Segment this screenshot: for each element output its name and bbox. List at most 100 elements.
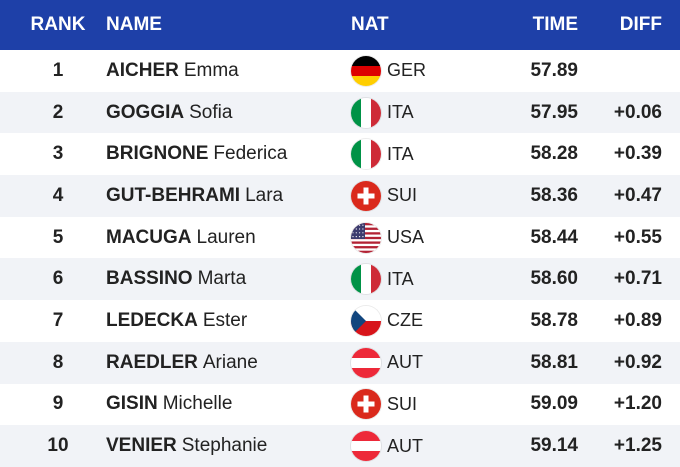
table-row[interactable]: 5 MACUGA Lauren USA 58.44 +0.55: [0, 217, 680, 259]
table-row[interactable]: 7 LEDECKA Ester CZE 58.78 +0.89: [0, 300, 680, 342]
athlete-given-name: Lara: [245, 184, 284, 206]
table-body: 1 AICHER Emma GER 57.89 2 GOGGIA Sofia ITA 57.95 +…: [0, 50, 680, 467]
nation-cell: USA: [351, 222, 491, 253]
athlete-surname: RAEDLER: [106, 351, 198, 373]
rank-cell: 3: [52, 143, 64, 165]
athlete-name[interactable]: GOGGIA Sofia: [106, 102, 351, 124]
nation-code: AUT: [387, 435, 423, 456]
athlete-surname: BASSINO: [106, 268, 193, 290]
athlete-name[interactable]: VENIER Stephanie: [106, 435, 351, 457]
diff-cell: +1.20: [613, 393, 662, 415]
time-cell: 57.95: [530, 101, 578, 123]
diff-cell: +0.55: [613, 226, 662, 248]
nation-code: USA: [387, 227, 425, 248]
switzerland-flag-icon: [351, 180, 381, 211]
rank-cell: 2: [52, 101, 64, 123]
time-cell: 59.09: [530, 393, 578, 415]
nation-cell: CZE: [351, 305, 491, 336]
athlete-surname: GUT-BEHRAMI: [106, 184, 241, 206]
nation-code: ITA: [387, 102, 414, 123]
nation-code: GER: [387, 60, 427, 81]
athlete-name[interactable]: BASSINO Marta: [106, 268, 351, 290]
athlete-given-name: Federica: [213, 143, 288, 165]
nation-cell: ITA: [351, 97, 491, 128]
nation-cell: AUT: [351, 431, 491, 462]
nation-code: CZE: [387, 310, 423, 331]
table-row[interactable]: 4 GUT-BEHRAMI Lara SUI 58.36 +0.47: [0, 175, 680, 217]
italy-flag-icon: [351, 264, 381, 295]
nation-code: SUI: [387, 393, 418, 414]
table-header: RANK NAME NAT TIME DIFF: [0, 0, 680, 50]
nation-cell: SUI: [351, 389, 491, 420]
austria-flag-icon: [351, 431, 381, 462]
austria-flag-icon: [351, 347, 381, 378]
athlete-given-name: Emma: [183, 59, 239, 81]
nation-cell: AUT: [351, 347, 491, 378]
athlete-name[interactable]: RAEDLER Ariane: [106, 352, 351, 374]
diff-cell: +0.89: [613, 309, 662, 331]
rank-cell: 1: [52, 59, 64, 81]
nation-code: SUI: [387, 185, 418, 206]
table-row[interactable]: 6 BASSINO Marta ITA 58.60 +0.71: [0, 258, 680, 301]
nation-code: ITA: [387, 268, 414, 289]
time-cell: 58.60: [530, 268, 578, 290]
rank-cell: 10: [47, 435, 69, 457]
time-cell: 58.28: [530, 143, 578, 165]
rank-cell: 8: [52, 351, 64, 373]
nation-cell: GER: [351, 55, 491, 86]
athlete-surname: GOGGIA: [106, 101, 185, 123]
nation-cell: ITA: [351, 264, 491, 295]
athlete-given-name: Ester: [202, 309, 248, 331]
athlete-name[interactable]: MACUGA Lauren: [106, 227, 351, 249]
table-row[interactable]: 3 BRIGNONE Federica ITA 58.28 +0.39: [0, 133, 680, 175]
athlete-given-name: Marta: [197, 268, 247, 290]
italy-flag-icon: [351, 139, 381, 170]
header-rank[interactable]: RANK: [30, 14, 86, 35]
germany-flag-icon: [351, 55, 381, 86]
rank-cell: 6: [52, 268, 64, 290]
table-row[interactable]: 9 GISIN Michelle SUI 59.09 +1.20: [0, 384, 680, 426]
athlete-name[interactable]: BRIGNONE Federica: [106, 143, 351, 165]
athlete-name[interactable]: LEDECKA Ester: [106, 310, 351, 332]
nation-cell: SUI: [351, 180, 491, 211]
athlete-given-name: Michelle: [162, 393, 233, 415]
diff-cell: +0.71: [613, 268, 662, 290]
athlete-given-name: Ariane: [202, 351, 258, 373]
czech-flag-icon: [351, 305, 381, 336]
nation-code: ITA: [387, 143, 414, 164]
rank-cell: 5: [52, 226, 64, 248]
header-diff[interactable]: DIFF: [619, 14, 662, 35]
diff-cell: +0.92: [613, 351, 662, 373]
time-cell: 58.44: [530, 226, 578, 248]
switzerland-flag-icon: [351, 389, 381, 420]
time-cell: 57.89: [530, 59, 578, 81]
italy-flag-icon: [351, 97, 381, 128]
diff-cell: +1.25: [613, 435, 662, 457]
rank-cell: 4: [52, 184, 64, 206]
diff-cell: +0.06: [613, 101, 662, 123]
athlete-given-name: Sofia: [189, 101, 233, 123]
time-cell: 59.14: [530, 435, 578, 457]
header-nat[interactable]: NAT: [351, 14, 389, 35]
table-row[interactable]: 10 VENIER Stephanie AUT 59.14 +1.25: [0, 425, 680, 467]
time-cell: 58.78: [530, 309, 578, 331]
header-name[interactable]: NAME: [106, 14, 162, 35]
athlete-name[interactable]: AICHER Emma: [106, 60, 351, 82]
athlete-surname: VENIER: [106, 435, 177, 457]
athlete-name[interactable]: GISIN Michelle: [106, 393, 351, 415]
athlete-given-name: Lauren: [196, 226, 256, 248]
athlete-surname: GISIN: [106, 393, 158, 415]
table-row[interactable]: 2 GOGGIA Sofia ITA 57.95 +0.06: [0, 91, 680, 134]
time-cell: 58.81: [530, 351, 578, 373]
table-row[interactable]: 1 AICHER Emma GER 57.89: [0, 50, 680, 92]
nation-cell: ITA: [351, 139, 491, 170]
athlete-surname: MACUGA: [106, 226, 192, 248]
rank-cell: 7: [52, 309, 64, 331]
athlete-name[interactable]: GUT-BEHRAMI Lara: [106, 185, 351, 207]
table-row[interactable]: 8 RAEDLER Ariane AUT 58.81 +0.92: [0, 341, 680, 384]
nation-code: AUT: [387, 352, 423, 373]
usa-flag-icon: [351, 222, 381, 253]
time-cell: 58.36: [530, 184, 578, 206]
header-time[interactable]: TIME: [532, 14, 578, 35]
